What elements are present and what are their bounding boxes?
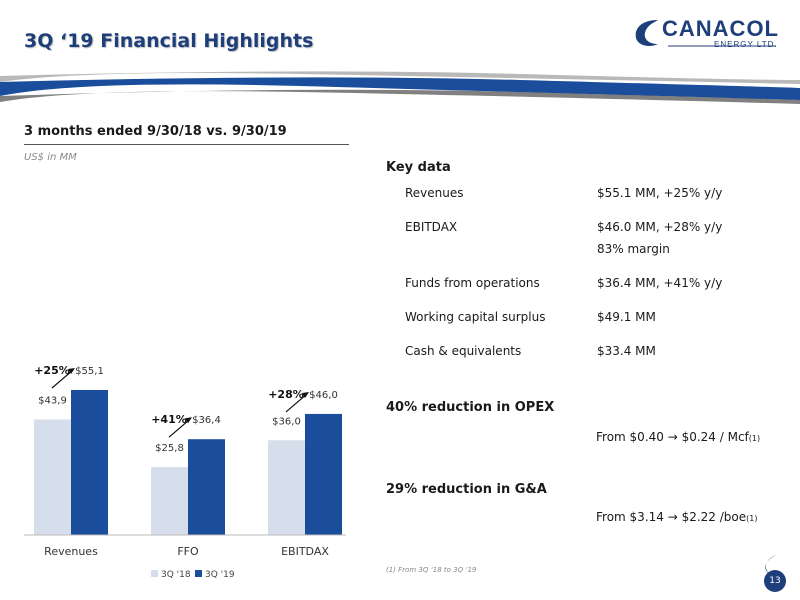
growth-label-ffo: +41% xyxy=(151,413,187,426)
key-data-value-revenues: $55.1 MM, +25% y/y xyxy=(597,186,723,200)
key-data-value-ebitdax-margin: 83% margin xyxy=(597,242,670,256)
data-label-revenues-2019: $55,1 xyxy=(75,366,104,377)
ga-detail-text: From $3.14 → $2.22 /boe xyxy=(596,510,747,524)
opex-detail: From $0.40 → $0.24 / Mcf(1) xyxy=(596,430,760,444)
data-label-ffo-2019: $36,4 xyxy=(192,415,221,426)
data-label-ffo-2018: $25,8 xyxy=(155,443,184,454)
legend-swatch-2019 xyxy=(195,570,202,577)
opex-title: 40% reduction in OPEX xyxy=(386,400,555,415)
growth-arrowhead-ffo xyxy=(185,417,192,424)
key-data-label-working-capital: Working capital surplus xyxy=(405,310,546,324)
opex-detail-text: From $0.40 → $0.24 / Mcf xyxy=(596,430,749,444)
chart-subtitle: 3 months ended 9/30/18 vs. 9/30/19 xyxy=(24,124,287,139)
bar-ebitdax-2019 xyxy=(305,413,342,535)
footnote: (1) From 3Q ‘18 to 3Q ‘19 xyxy=(386,566,477,574)
key-data-label-cash: Cash & equivalents xyxy=(405,344,522,358)
bar-revenues-2018 xyxy=(34,419,71,535)
page-title: 3Q ‘19 Financial Highlights xyxy=(24,30,314,52)
category-label-ebitdax: EBITDAX xyxy=(281,545,329,558)
growth-arrowhead-revenues xyxy=(68,368,75,374)
category-label-revenues: Revenues xyxy=(44,545,98,558)
growth-label-revenues: +25% xyxy=(34,364,70,377)
logo-name: CANACOL xyxy=(662,16,779,41)
key-data-value-cash: $33.4 MM xyxy=(597,344,656,358)
key-data-title: Key data xyxy=(386,160,451,175)
key-data-value-ebitdax: $46.0 MM, +28% y/y xyxy=(597,220,723,234)
legend-swatch-2018 xyxy=(151,570,158,577)
key-data-label-ffo: Funds from operations xyxy=(405,276,540,290)
bar-ebitdax-2018 xyxy=(268,440,305,535)
ga-detail: From $3.14 → $2.22 /boe(1) xyxy=(596,510,757,524)
key-data-label-ebitdax: EBITDAX xyxy=(405,220,458,234)
key-data-label-revenues: Revenues xyxy=(405,186,464,200)
page-number: 13 xyxy=(764,570,786,592)
opex-note: (1) xyxy=(748,434,761,443)
header-swoosh xyxy=(0,71,800,104)
data-label-revenues-2018: $43,9 xyxy=(38,395,67,406)
growth-arrow-ffo xyxy=(168,418,191,438)
category-label-ffo: FFO xyxy=(177,545,199,558)
units-label: US$ in MM xyxy=(24,152,77,163)
subtitle-divider xyxy=(24,144,349,145)
data-label-ebitdax-2019: $46,0 xyxy=(309,390,338,401)
company-logo-icon xyxy=(635,20,776,47)
legend-label-2019: 3Q '19 xyxy=(205,570,235,580)
logo-subtitle: ENERGY LTD. xyxy=(714,40,778,49)
growth-arrow-revenues xyxy=(51,369,74,389)
growth-arrowhead-ebitdax xyxy=(302,391,309,398)
ga-note: (1) xyxy=(746,514,758,523)
bar-ffo-2018 xyxy=(151,467,188,535)
bar-chart: $43,9 $55,1 Revenues +25% $25,8 $36,4 FFO +41% $… xyxy=(24,364,346,580)
growth-arrow-ebitdax xyxy=(285,393,308,413)
key-data-value-ffo: $36.4 MM, +41% y/y xyxy=(597,276,723,290)
growth-label-ebitdax: +28% xyxy=(268,388,304,401)
key-data-value-working-capital: $49.1 MM xyxy=(597,310,656,324)
ga-title: 29% reduction in G&A xyxy=(386,482,547,497)
bar-revenues-2019 xyxy=(71,390,108,535)
bar-ffo-2019 xyxy=(188,439,225,535)
legend-label-2018: 3Q '18 xyxy=(161,570,191,580)
data-label-ebitdax-2018: $36,0 xyxy=(272,416,301,427)
